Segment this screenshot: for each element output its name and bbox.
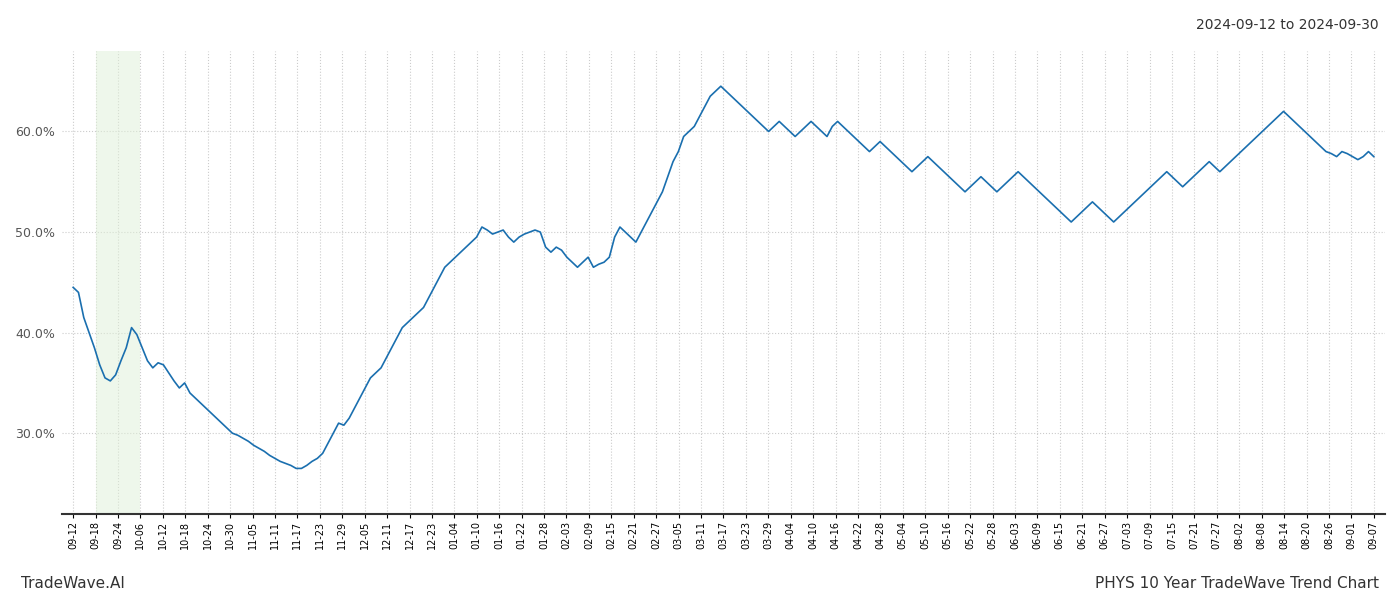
Bar <box>95 51 140 514</box>
Text: TradeWave.AI: TradeWave.AI <box>21 576 125 591</box>
Text: 2024-09-12 to 2024-09-30: 2024-09-12 to 2024-09-30 <box>1197 18 1379 32</box>
Text: PHYS 10 Year TradeWave Trend Chart: PHYS 10 Year TradeWave Trend Chart <box>1095 576 1379 591</box>
